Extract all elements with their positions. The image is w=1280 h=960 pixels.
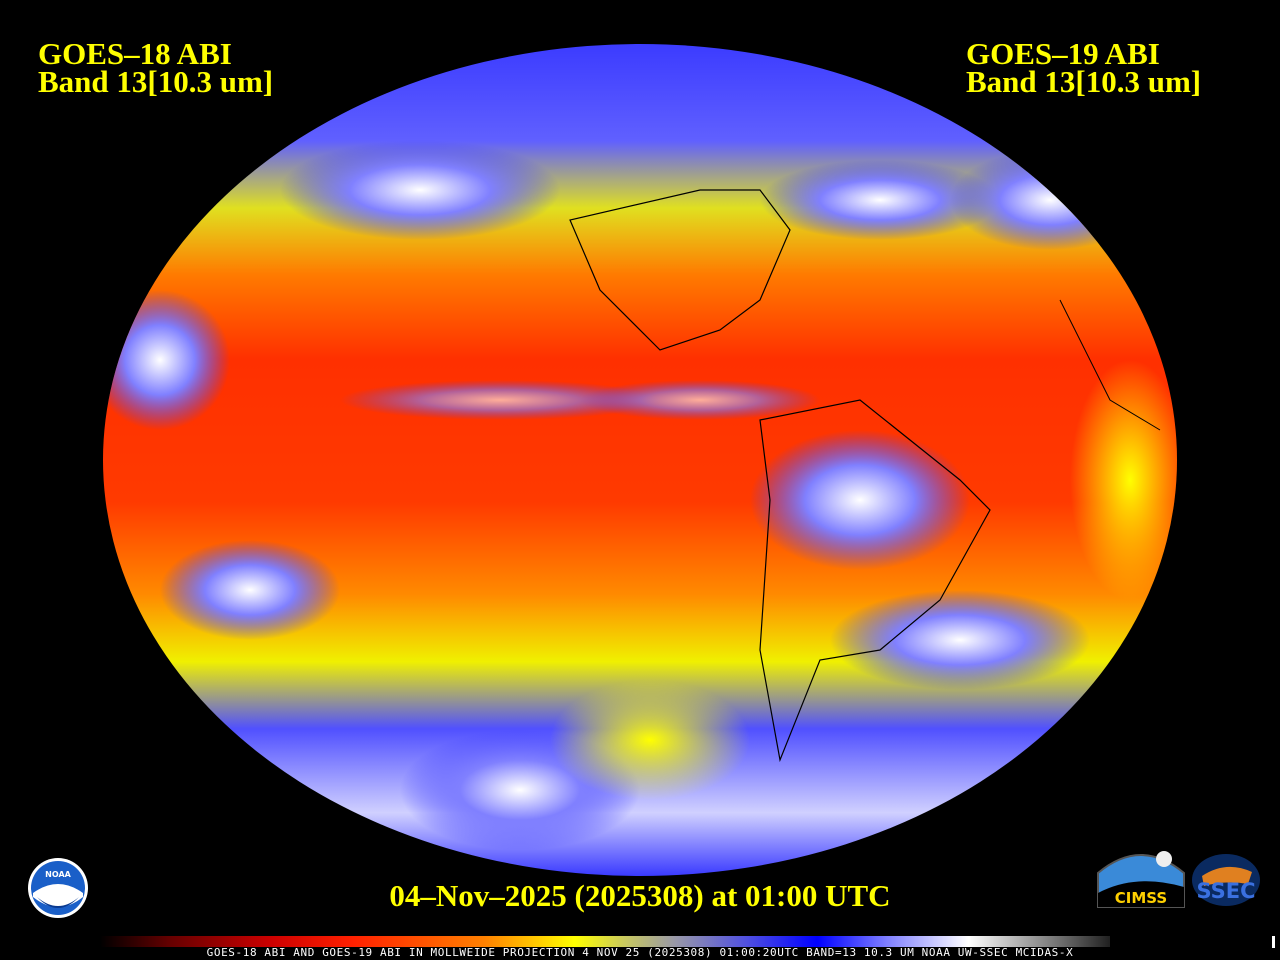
timestamp-label: 04–Nov–2025 (2025308) at 01:00 UTC [389, 878, 891, 913]
ssec-logo: SSEC [1192, 854, 1260, 906]
image-metadata-caption: GOES-18 ABI AND GOES-19 ABI IN MOLLWEIDE… [206, 946, 1074, 959]
right-satellite-name: GOES–19 ABI [966, 36, 1160, 71]
scale-end-marker [1272, 936, 1275, 948]
africa-coastline [1059, 299, 1161, 431]
temperature-color-scale-bar [100, 936, 1110, 947]
right-band-label: Band 13[10.3 um] [966, 64, 1202, 99]
left-band-label: Band 13[10.3 um] [38, 64, 274, 99]
ssec-logo-text: SSEC [1196, 879, 1255, 903]
left-satellite-name: GOES–18 ABI [38, 36, 232, 71]
cimss-logo: CIMSS [1097, 851, 1185, 908]
noaa-logo: NOAA [28, 858, 88, 918]
noaa-logo-text: NOAA [45, 870, 71, 879]
right-satellite-title: GOES–19 ABI Band 13[10.3 um] [966, 36, 1202, 99]
cimss-logo-text: CIMSS [1115, 889, 1167, 907]
left-satellite-title: GOES–18 ABI Band 13[10.3 um] [38, 36, 274, 99]
south-america-coastline [759, 399, 991, 763]
north-america-coastline [569, 189, 791, 351]
